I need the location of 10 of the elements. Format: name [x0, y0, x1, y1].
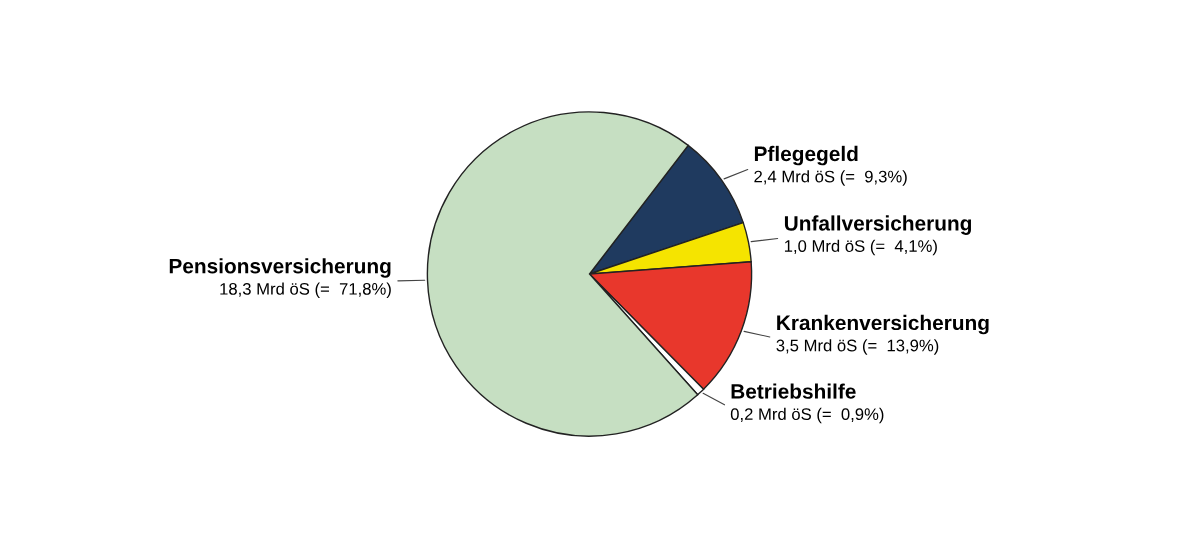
slice-label: Pflegegeld — [754, 145, 858, 166]
data-label: 18,3 Mrd öS (= 71,8%) — [220, 282, 391, 299]
slice-label: Betriebshilfe — [731, 383, 856, 399]
data-label: 0,2 Mrd öS (= 0,9%) — [730, 407, 884, 424]
slice-label: Krankenversicherung — [777, 314, 989, 335]
data-label: 2,4 Mrd öS (= 9,3%) — [754, 170, 907, 186]
data-label: 1,0 Mrd öS (= 4,1%) — [784, 239, 937, 256]
slice-label: Unfallversicherung — [784, 215, 972, 235]
slice-label: Pensionsversicherung — [169, 258, 391, 278]
data-label: 3,5 Mrd öS (= 13,9%) — [776, 339, 939, 355]
